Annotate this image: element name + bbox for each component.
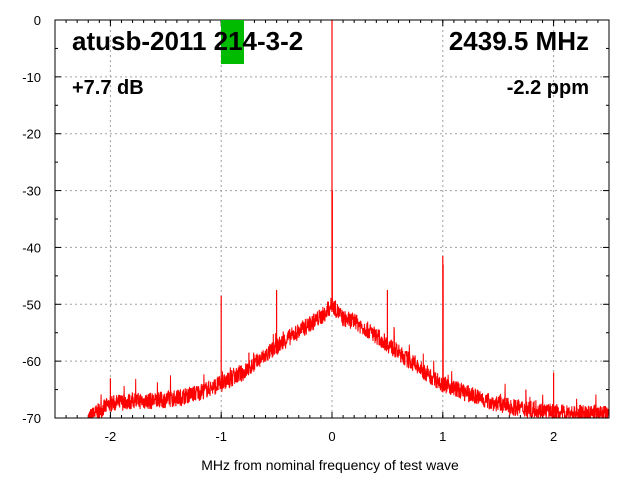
- y-tick-label: -60: [22, 354, 41, 369]
- y-tick-label: -50: [22, 297, 41, 312]
- frequency-label: 2439.5 MHz: [448, 26, 589, 56]
- y-tick-label: -20: [22, 127, 41, 142]
- plot-border: [54, 19, 610, 419]
- y-tick-label: 0: [34, 13, 41, 28]
- x-tick-label: 2: [550, 429, 557, 444]
- y-tick-label: -30: [22, 184, 41, 199]
- spectrum-line: [88, 297, 610, 420]
- y-tick-label: -40: [22, 240, 41, 255]
- y-tick-label: -70: [22, 411, 41, 426]
- x-tick-label: -2: [105, 429, 117, 444]
- ppm-label: -2.2 ppm: [506, 77, 589, 99]
- x-tick-label: 0: [328, 429, 335, 444]
- chart-title: atusb-2011 214-3-2: [72, 26, 304, 56]
- x-axis-label: MHz from nominal frequency of test wave: [201, 457, 459, 473]
- y-tick-label: -10: [22, 70, 41, 85]
- x-tick-label: 1: [439, 429, 446, 444]
- green-marker: [221, 20, 244, 64]
- x-tick-label: -1: [215, 429, 227, 444]
- gain-label: +7.7 dB: [72, 77, 144, 99]
